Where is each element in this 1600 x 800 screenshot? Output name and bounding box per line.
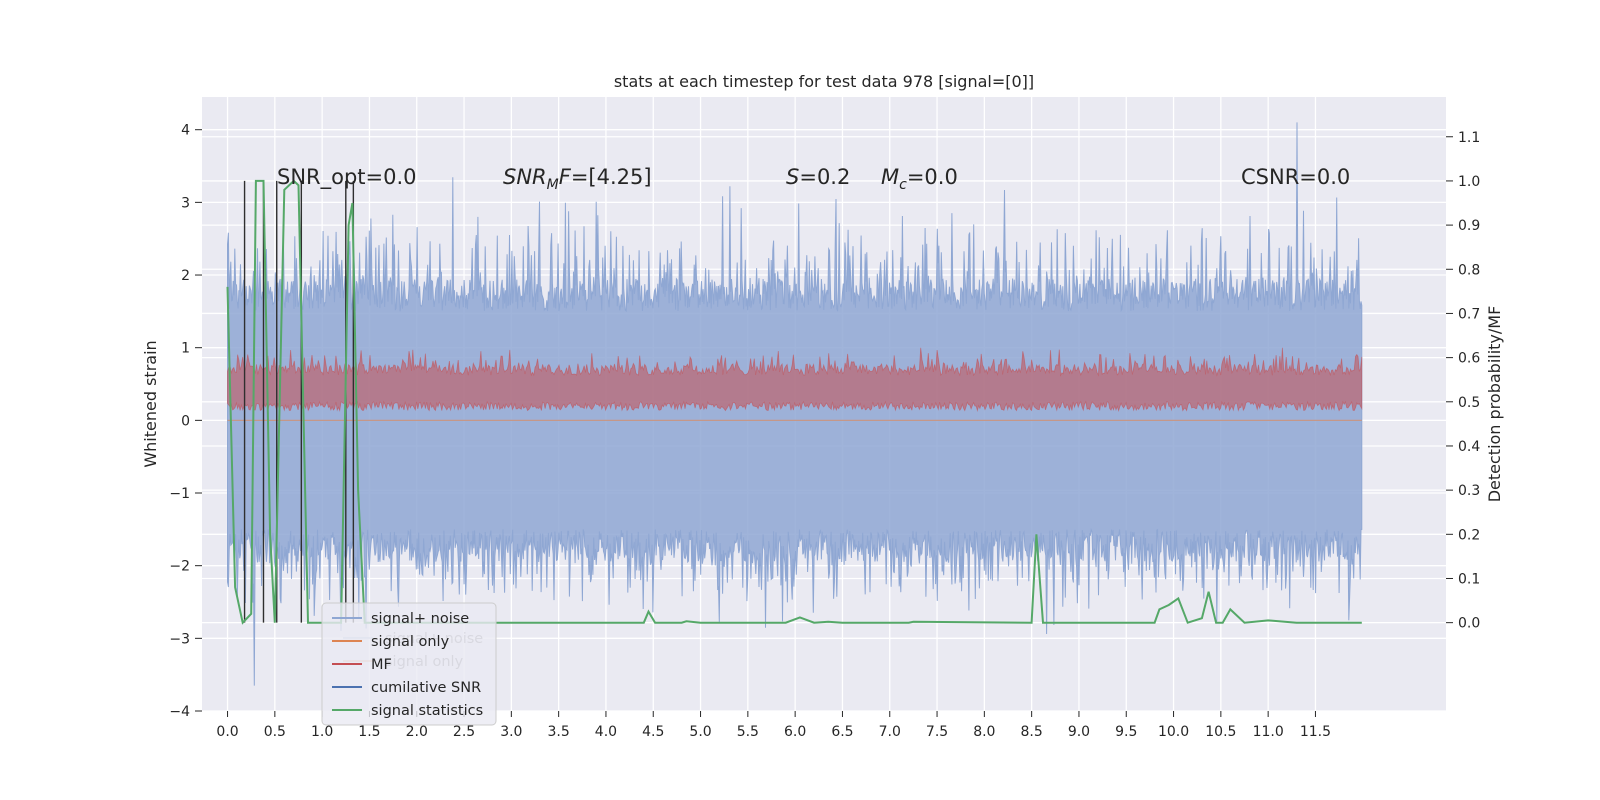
y-left-tick-label-3: 1 — [181, 341, 190, 357]
annotation-snr-mf-rest-italic: F — [559, 165, 572, 189]
y-right-tick-label-5: 0.6 — [1458, 351, 1480, 367]
series-mf — [227, 347, 1363, 413]
annotation-mc-value: =0.0 — [907, 165, 958, 189]
annotation-snr-mf: SNRMF=[4.25] — [503, 165, 652, 193]
chart-title: stats at each timestep for test data 978… — [614, 72, 1034, 91]
y-left-tick-label-2: 2 — [181, 268, 190, 284]
annotation-s-value: =0.2 — [799, 165, 850, 189]
y-right-tick-label-8: 0.3 — [1458, 483, 1480, 499]
annotation-snr-mf-symbol: SNR — [503, 165, 547, 189]
annotation-mc: Mc=0.0 — [881, 165, 958, 193]
y-left-tick-label-1: 3 — [181, 195, 190, 211]
y-left-tick-label-0: 4 — [181, 123, 190, 139]
series-signal-statistics — [226, 179, 1362, 625]
x-tick-label-2: 1.0 — [311, 724, 333, 740]
x-tick-label-8: 4.0 — [595, 724, 617, 740]
annotation-s-symbol: S — [786, 165, 799, 189]
x-tick-label-19: 9.5 — [1115, 724, 1137, 740]
x-tick-label-13: 6.5 — [831, 724, 853, 740]
x-tick-label-3: 1.5 — [358, 724, 380, 740]
x-tick-label-9: 4.5 — [642, 724, 664, 740]
x-tick-label-17: 8.5 — [1021, 724, 1043, 740]
y-left-tick-label-6: −2 — [169, 559, 190, 575]
y-right-tick-label-2: 0.9 — [1458, 218, 1480, 234]
annotations: SNR_opt=0.0 SNRMF=[4.25] S=0.2 Mc=0.0 CSNR=0… — [277, 165, 1350, 193]
x-tick-label-22: 11.0 — [1253, 724, 1284, 740]
x-tick-label-7: 3.5 — [548, 724, 570, 740]
y-left-tick-label-7: −3 — [169, 631, 190, 647]
annotation-csnr: CSNR=0.0 — [1241, 165, 1350, 189]
x-tick-label-14: 7.0 — [879, 724, 901, 740]
legend-box — [321, 602, 497, 726]
x-tick-label-10: 5.0 — [689, 724, 711, 740]
legend-label-1: signal only — [371, 634, 450, 650]
y-axis-label-right: Detection probability/MF — [1485, 306, 1504, 503]
x-tick-label-21: 10.5 — [1205, 724, 1236, 740]
x-tick-label-16: 8.0 — [973, 724, 995, 740]
annotation-s: S=0.2 — [786, 165, 850, 189]
annotation-mc-symbol: M — [881, 165, 899, 189]
annotation-snr-mf-value: =[4.25] — [571, 165, 652, 189]
y-right-tick-label-6: 0.5 — [1458, 395, 1480, 411]
y-right-tick-label-1: 1.0 — [1458, 174, 1480, 190]
x-tick-label-0: 0.0 — [216, 724, 238, 740]
x-tick-label-5: 2.5 — [453, 724, 475, 740]
y-left-tick-label-5: −1 — [169, 486, 190, 502]
x-tick-label-12: 6.0 — [784, 724, 806, 740]
legend-label-0: signal+ noise — [371, 611, 469, 627]
y-right-tick-label-3: 0.8 — [1458, 262, 1480, 278]
annotation-mc-subscript: c — [899, 177, 907, 193]
y-right-tick-label-7: 0.4 — [1458, 439, 1480, 455]
x-tick-label-6: 3.0 — [500, 724, 522, 740]
x-tick-label-23: 11.5 — [1300, 724, 1331, 740]
x-tick-label-18: 9.0 — [1068, 724, 1090, 740]
y-axis-label-left: Whitened strain — [141, 340, 160, 467]
annotation-snr-mf-subscript: M — [547, 177, 559, 193]
y-left-tick-label-4: 0 — [181, 413, 190, 429]
y-right-tick-label-11: 0.0 — [1458, 616, 1480, 632]
x-tick-label-15: 7.5 — [926, 724, 948, 740]
legend-label-4: signal statistics — [371, 703, 483, 719]
ticks: 0.0 0.5 1.0 1.5 2.0 2.5 3.0 3.5 4.0 4.5 5.0 5.5 6.0 6… — [169, 123, 1480, 740]
x-tick-label-11: 5.5 — [737, 724, 759, 740]
y-right-tick-label-9: 0.2 — [1458, 527, 1480, 543]
annotation-snr-opt: SNR_opt=0.0 — [277, 165, 417, 190]
legend-label-3: cumilative SNR — [371, 680, 481, 696]
legend-label-2: MF — [371, 657, 392, 673]
y-right-tick-label-4: 0.7 — [1458, 306, 1480, 322]
data-layer — [226, 122, 1363, 686]
y-right-tick-label-10: 0.1 — [1458, 571, 1480, 587]
y-left-tick-label-8: −4 — [169, 704, 190, 720]
y-right-tick-label-0: 1.1 — [1458, 130, 1480, 146]
x-tick-label-20: 10.0 — [1158, 724, 1189, 740]
x-tick-label-4: 2.0 — [406, 724, 428, 740]
x-tick-label-1: 0.5 — [264, 724, 286, 740]
